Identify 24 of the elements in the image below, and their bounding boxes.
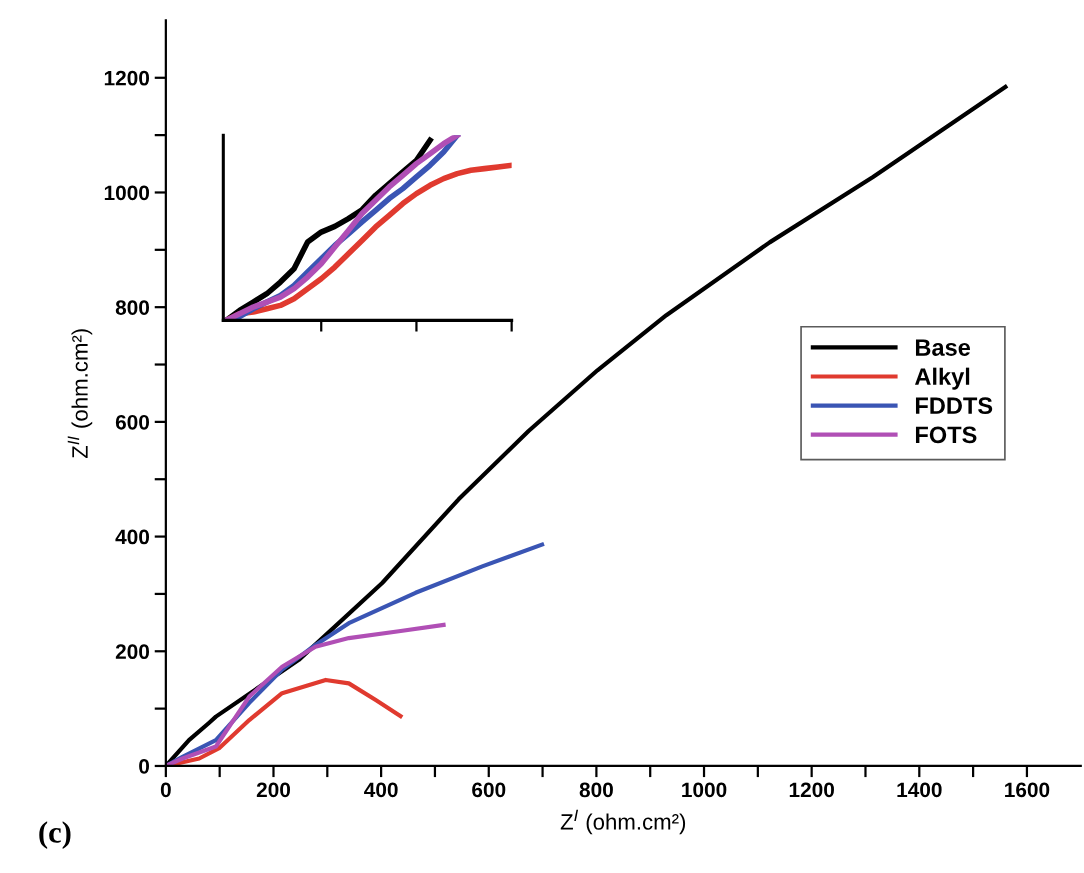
y-tick-label: 1000 — [104, 185, 150, 201]
x-tick-label: 1400 — [897, 782, 942, 798]
legend-label: Base — [915, 339, 971, 356]
x-tick-label: 800 — [579, 782, 613, 798]
y-tick-label: 800 — [115, 300, 150, 315]
y-tick-label: 600 — [115, 414, 150, 430]
x-tick-label: 400 — [364, 782, 398, 798]
line-series — [165, 622, 446, 766]
legend-label: FOTS — [915, 426, 977, 444]
y-tick-label: 200 — [115, 644, 150, 660]
x-tick-label: 1600 — [1005, 782, 1050, 798]
y-tick-label: 0 — [139, 758, 150, 774]
legend-label: Alkyl — [914, 367, 970, 390]
y-axis-title: Z$^{II}$ (ohm.cm²) — [67, 329, 93, 459]
x-tick-label: 600 — [472, 782, 506, 798]
legend-label: FDDTS — [915, 397, 993, 415]
text: (c) — [39, 821, 71, 849]
y-tick-label: 1200 — [104, 70, 150, 86]
x-tick-label: 1000 — [682, 782, 727, 798]
y-tick-label: 400 — [115, 529, 150, 545]
x-tick-label: 0 — [160, 782, 171, 798]
x-tick-label: 1200 — [789, 782, 834, 798]
x-tick-label: 200 — [256, 782, 291, 798]
x-axis-title: Z$^{I}$ (ohm.cm²) — [560, 809, 686, 835]
